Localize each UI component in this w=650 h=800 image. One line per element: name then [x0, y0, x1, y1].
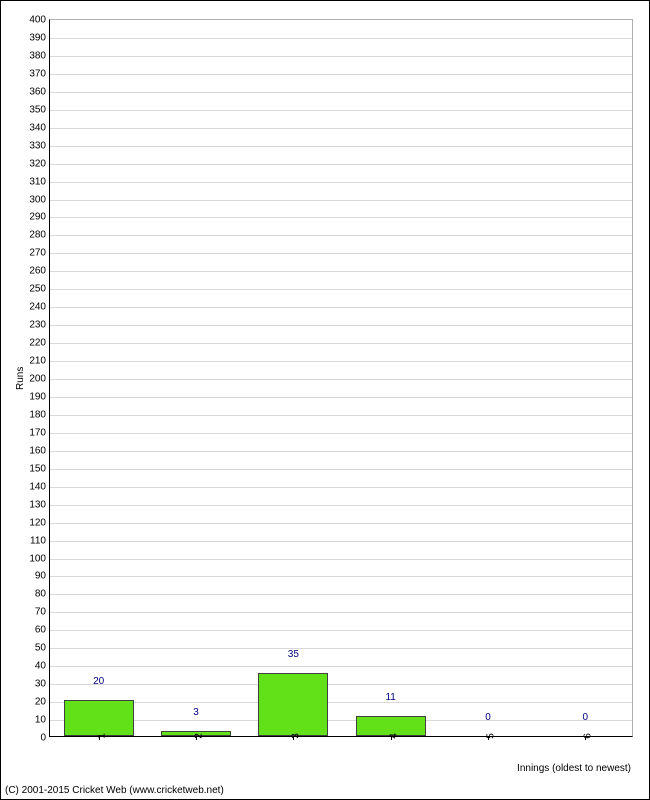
ytick-label: 310: [29, 176, 50, 187]
bar-value-label: 20: [93, 676, 104, 687]
gridline: [50, 541, 632, 542]
xtick-label: 1: [84, 733, 107, 739]
gridline: [50, 74, 632, 75]
gridline: [50, 648, 632, 649]
ytick-label: 30: [35, 679, 50, 690]
ytick-label: 60: [35, 625, 50, 636]
ytick-label: 130: [29, 499, 50, 510]
gridline: [50, 307, 632, 308]
gridline: [50, 146, 632, 147]
gridline: [50, 56, 632, 57]
bar-value-label: 3: [193, 707, 199, 718]
xtick-label: 5: [474, 733, 497, 739]
gridline: [50, 684, 632, 685]
gridline: [50, 271, 632, 272]
gridline: [50, 361, 632, 362]
ytick-label: 300: [29, 194, 50, 205]
ytick-label: 370: [29, 68, 50, 79]
xtick-label: 6: [571, 733, 594, 739]
ytick-label: 90: [35, 571, 50, 582]
y-axis-label: Runs: [15, 367, 26, 390]
gridline: [50, 612, 632, 613]
ytick-label: 70: [35, 607, 50, 618]
x-axis-label: Innings (oldest to newest): [517, 763, 631, 774]
gridline: [50, 451, 632, 452]
ytick-label: 330: [29, 140, 50, 151]
ytick-label: 10: [35, 715, 50, 726]
gridline: [50, 235, 632, 236]
ytick-label: 290: [29, 212, 50, 223]
ytick-label: 140: [29, 481, 50, 492]
bar-value-label: 11: [385, 692, 395, 703]
bar-value-label: 0: [583, 712, 589, 723]
gridline: [50, 379, 632, 380]
ytick-label: 380: [29, 50, 50, 61]
ytick-label: 220: [29, 338, 50, 349]
xtick-label: 3: [279, 733, 302, 739]
ytick-label: 150: [29, 463, 50, 474]
ytick-label: 320: [29, 158, 50, 169]
gridline: [50, 217, 632, 218]
gridline: [50, 576, 632, 577]
xtick-label: 4: [376, 733, 399, 739]
gridline: [50, 415, 632, 416]
plot-area: 0102030405060708090100110120130140150160…: [49, 19, 633, 737]
bar: [258, 673, 328, 736]
ytick-label: 20: [35, 697, 50, 708]
gridline: [50, 253, 632, 254]
ytick-label: 280: [29, 230, 50, 241]
gridline: [50, 128, 632, 129]
bar: [64, 700, 134, 736]
ytick-label: 180: [29, 409, 50, 420]
gridline: [50, 702, 632, 703]
gridline: [50, 164, 632, 165]
ytick-label: 260: [29, 266, 50, 277]
ytick-label: 250: [29, 284, 50, 295]
gridline: [50, 559, 632, 560]
gridline: [50, 110, 632, 111]
gridline: [50, 325, 632, 326]
gridline: [50, 433, 632, 434]
ytick-label: 80: [35, 589, 50, 600]
gridline: [50, 38, 632, 39]
gridline: [50, 594, 632, 595]
xtick-label: 2: [182, 733, 205, 739]
gridline: [50, 630, 632, 631]
gridline: [50, 469, 632, 470]
bar-value-label: 35: [288, 649, 299, 660]
gridline: [50, 182, 632, 183]
gridline: [50, 92, 632, 93]
ytick-label: 40: [35, 661, 50, 672]
gridline: [50, 720, 632, 721]
ytick-label: 340: [29, 122, 50, 133]
bar-value-label: 0: [485, 712, 491, 723]
ytick-label: 350: [29, 104, 50, 115]
ytick-label: 110: [30, 535, 50, 546]
ytick-label: 360: [29, 86, 50, 97]
ytick-label: 200: [29, 374, 50, 385]
gridline: [50, 666, 632, 667]
ytick-label: 190: [29, 391, 50, 402]
ytick-label: 50: [35, 643, 50, 654]
ytick-label: 240: [29, 302, 50, 313]
chart-frame: 0102030405060708090100110120130140150160…: [0, 0, 650, 800]
gridline: [50, 343, 632, 344]
copyright-text: (C) 2001-2015 Cricket Web (www.cricketwe…: [5, 785, 224, 796]
gridline: [50, 397, 632, 398]
ytick-label: 120: [29, 517, 50, 528]
gridline: [50, 523, 632, 524]
ytick-label: 390: [29, 32, 50, 43]
gridline: [50, 289, 632, 290]
ytick-label: 400: [29, 15, 50, 26]
ytick-label: 160: [29, 445, 50, 456]
ytick-label: 0: [40, 733, 50, 744]
gridline: [50, 487, 632, 488]
ytick-label: 170: [29, 427, 50, 438]
ytick-label: 270: [29, 248, 50, 259]
ytick-label: 100: [29, 553, 50, 564]
ytick-label: 210: [29, 356, 50, 367]
gridline: [50, 200, 632, 201]
gridline: [50, 505, 632, 506]
ytick-label: 230: [29, 320, 50, 331]
